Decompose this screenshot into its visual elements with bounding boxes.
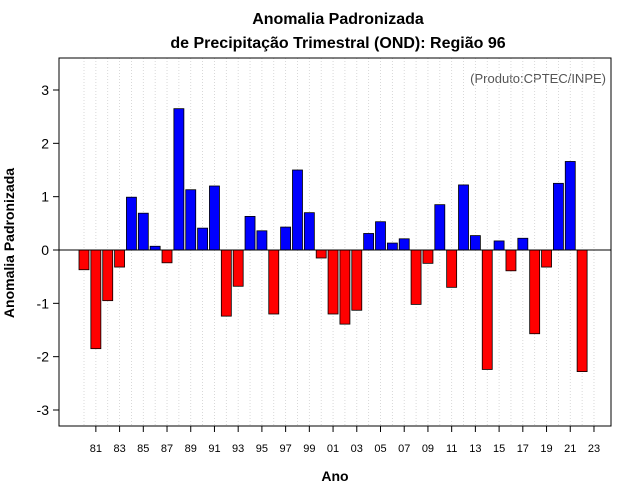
bar-97 (280, 226, 292, 251)
bar-95 (256, 230, 268, 251)
bar-96 (268, 249, 280, 315)
bar-87 (161, 249, 173, 264)
x-tick-label: 87 (161, 443, 173, 455)
x-tick-label: 91 (208, 443, 220, 455)
bar-82 (102, 249, 114, 302)
bar-83 (114, 249, 125, 268)
x-tick-label: 99 (303, 443, 315, 455)
x-tick-label: 01 (327, 443, 339, 455)
x-tick-label: 83 (113, 443, 125, 455)
bar-81 (90, 249, 102, 350)
bar-12 (458, 184, 469, 251)
bar-01 (327, 249, 339, 315)
bar-84 (126, 196, 137, 251)
y-tick-label: -3 (37, 402, 50, 418)
bar-03 (351, 249, 363, 311)
bar-10 (434, 204, 446, 251)
bar-16 (505, 249, 517, 272)
credit-annotation: (Produto:CPTEC/INPE) (470, 71, 606, 86)
x-tick-label: 05 (374, 443, 386, 455)
bar-15 (493, 240, 505, 251)
x-tick-label: 21 (564, 443, 576, 455)
x-tick-label: 97 (279, 443, 291, 455)
bar-90 (197, 227, 209, 251)
bar-18 (529, 249, 541, 335)
x-tick-label: 23 (588, 443, 600, 455)
bar-21 (564, 161, 576, 251)
y-axis-label: Anomalia Padronizada (1, 168, 17, 318)
bar-92 (220, 249, 232, 317)
y-tick-label: 2 (41, 135, 49, 151)
x-tick-label: 13 (469, 443, 481, 455)
bar-93 (232, 249, 244, 287)
bar-05 (375, 221, 386, 251)
bar-00 (315, 249, 327, 259)
bar-06 (386, 242, 398, 251)
x-tick-label: 03 (351, 443, 363, 455)
x-tick-label: 89 (185, 443, 197, 455)
bar-85 (137, 212, 149, 251)
x-tick-label: 95 (256, 443, 268, 455)
bar-22 (576, 249, 588, 372)
y-tick-label: -1 (37, 295, 50, 311)
chart-title-line1: Anomalia Padronizada (252, 11, 424, 28)
bar-88 (173, 108, 185, 251)
plot-frame (58, 57, 612, 427)
bar-99 (303, 212, 315, 251)
y-tick-label: 1 (41, 189, 49, 205)
x-axis-label: Ano (321, 468, 348, 484)
x-tick-label: 11 (446, 443, 457, 455)
y-tick-label: 3 (41, 82, 49, 98)
bar-98 (292, 169, 303, 251)
y-tick-label: 0 (41, 242, 49, 258)
x-tick-label: 09 (422, 443, 434, 455)
bar-94 (244, 215, 256, 251)
bar-09 (422, 249, 434, 264)
x-tick-label: 15 (493, 443, 505, 455)
x-tick-label: 85 (137, 443, 149, 455)
bar-20 (553, 182, 564, 251)
bar-89 (185, 189, 197, 251)
bar-17 (517, 237, 529, 251)
bar-13 (469, 235, 481, 251)
bars-layer (78, 108, 588, 372)
x-tick-label: 19 (540, 443, 552, 455)
bar-86 (149, 245, 161, 251)
x-tick-label: 93 (232, 443, 244, 455)
bar-19 (541, 249, 552, 268)
x-tick-label: 17 (517, 443, 529, 455)
x-tick-label: 07 (398, 443, 410, 455)
bar-80 (78, 249, 90, 271)
grid-layer (83, 58, 595, 426)
chart-title-line2: de Precipitação Trimestral (OND): Região… (170, 35, 505, 52)
bar-14 (481, 249, 493, 370)
x-tick-label: 81 (90, 443, 102, 455)
bar-02 (339, 249, 351, 325)
bar-91 (209, 185, 220, 251)
bar-07 (398, 238, 410, 251)
bar-04 (363, 233, 375, 251)
y-tick-label: -2 (37, 349, 50, 365)
bar-11 (446, 249, 458, 288)
bar-08 (410, 249, 422, 305)
